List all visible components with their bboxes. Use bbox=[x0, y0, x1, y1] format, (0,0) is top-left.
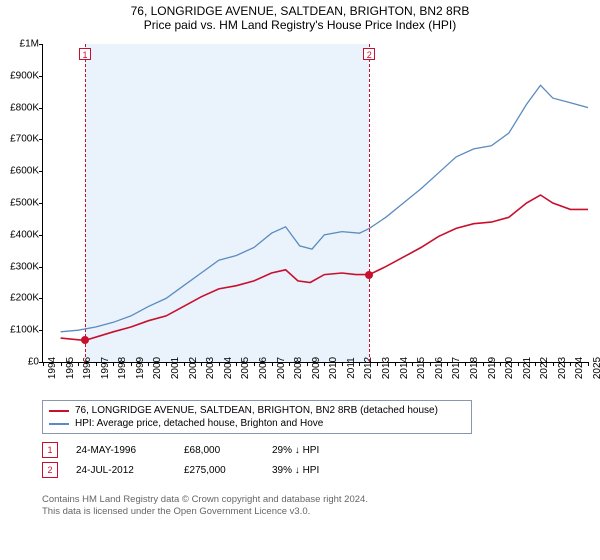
chart-subtitle: Price paid vs. HM Land Registry's House … bbox=[0, 18, 600, 32]
transaction-price: £68,000 bbox=[184, 445, 254, 456]
transaction-price: £275,000 bbox=[184, 465, 254, 476]
y-tick-label: £300K bbox=[10, 261, 43, 272]
y-tick-label: £0 bbox=[28, 357, 43, 368]
y-tick-label: £800K bbox=[10, 102, 43, 113]
transaction-row: 2 24-JUL-2012 £275,000 39% ↓ HPI bbox=[42, 460, 362, 480]
legend-swatch bbox=[49, 410, 69, 412]
series-hpi bbox=[61, 85, 588, 331]
footnote: Contains HM Land Registry data © Crown c… bbox=[42, 494, 368, 518]
legend-row: HPI: Average price, detached house, Brig… bbox=[49, 417, 465, 430]
transaction-date: 24-JUL-2012 bbox=[76, 465, 166, 476]
series-price_paid bbox=[61, 195, 588, 340]
chart-lines bbox=[43, 44, 588, 362]
transactions-table: 1 24-MAY-1996 £68,000 29% ↓ HPI 2 24-JUL-2012… bbox=[42, 440, 362, 480]
y-tick-label: £100K bbox=[10, 325, 43, 336]
transaction-marker: 1 bbox=[42, 442, 58, 458]
y-tick-label: £200K bbox=[10, 293, 43, 304]
legend-swatch bbox=[49, 423, 69, 425]
y-tick-label: £700K bbox=[10, 134, 43, 145]
y-tick-label: £400K bbox=[10, 229, 43, 240]
footnote-line: This data is licensed under the Open Gov… bbox=[42, 506, 368, 518]
y-tick-label: £500K bbox=[10, 198, 43, 209]
footnote-line: Contains HM Land Registry data © Crown c… bbox=[42, 494, 368, 506]
y-tick-label: £600K bbox=[10, 166, 43, 177]
chart-title: 76, LONGRIDGE AVENUE, SALTDEAN, BRIGHTON… bbox=[0, 4, 600, 18]
legend-row: 76, LONGRIDGE AVENUE, SALTDEAN, BRIGHTON… bbox=[49, 404, 465, 417]
chart-plot-area: £0£100K£200K£300K£400K£500K£600K£700K£80… bbox=[42, 44, 588, 363]
transaction-row: 1 24-MAY-1996 £68,000 29% ↓ HPI bbox=[42, 440, 362, 460]
y-tick-label: £900K bbox=[10, 70, 43, 81]
transaction-date: 24-MAY-1996 bbox=[76, 445, 166, 456]
transaction-diff: 39% ↓ HPI bbox=[272, 465, 362, 476]
y-tick-label: £1M bbox=[20, 39, 43, 50]
legend-label: 76, LONGRIDGE AVENUE, SALTDEAN, BRIGHTON… bbox=[75, 405, 438, 416]
chart-legend: 76, LONGRIDGE AVENUE, SALTDEAN, BRIGHTON… bbox=[42, 400, 472, 434]
transaction-marker: 2 bbox=[42, 462, 58, 478]
x-tick-label: 2025 bbox=[588, 357, 600, 379]
legend-label: HPI: Average price, detached house, Brig… bbox=[75, 418, 323, 429]
transaction-diff: 29% ↓ HPI bbox=[272, 445, 362, 456]
